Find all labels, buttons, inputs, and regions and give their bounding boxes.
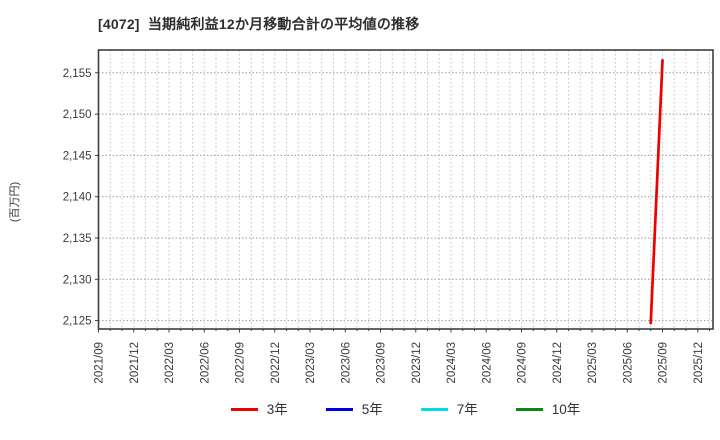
chart-title: [4072] 当期純利益12か月移動合計の平均値の推移 <box>98 16 420 32</box>
legend-swatch <box>230 408 258 412</box>
plot-border <box>97 49 714 330</box>
y-tick-label: 2,155 <box>63 68 92 80</box>
x-tick-label: 2023/03 <box>305 342 317 384</box>
series-line-3年 <box>649 59 664 325</box>
x-tick-label: 2023/09 <box>376 342 388 384</box>
x-tick-label: 2021/12 <box>129 342 141 384</box>
legend-label: 3年 <box>266 402 288 417</box>
x-tick-label: 2024/09 <box>517 342 529 384</box>
x-tick-label: 2023/06 <box>340 342 352 384</box>
legend-swatch <box>515 408 543 412</box>
x-tick-label: 2022/09 <box>235 342 247 384</box>
legend-item: 5年 <box>325 402 383 417</box>
x-tick-label: 2025/03 <box>587 342 599 384</box>
y-tick-label: 2,135 <box>63 233 92 245</box>
x-tick-label: 2025/06 <box>622 342 634 384</box>
y-tick-label: 2,145 <box>63 150 92 162</box>
x-tick-label: 2024/03 <box>446 342 458 384</box>
x-tick-label: 2022/12 <box>270 342 282 384</box>
legend-item: 7年 <box>420 402 478 417</box>
y-tick-label: 2,140 <box>63 192 92 204</box>
x-tick-label: 2024/06 <box>481 342 493 384</box>
legend-item: 10年 <box>515 402 581 417</box>
x-tick-label: 2021/09 <box>94 342 106 384</box>
x-tick-label: 2025/12 <box>693 342 705 384</box>
legend-item: 3年 <box>230 402 288 417</box>
x-tick-label: 2024/12 <box>552 342 564 384</box>
legend-swatch <box>420 408 448 412</box>
x-tick-label: 2023/12 <box>411 342 423 384</box>
legend-label: 5年 <box>361 402 383 417</box>
legend-swatch <box>325 408 353 412</box>
y-tick-label: 2,125 <box>63 316 92 328</box>
y-tick-label: 2,130 <box>63 274 92 286</box>
y-tick-label: 2,150 <box>63 109 92 121</box>
legend: 3年 5年 7年 10年 <box>98 403 713 417</box>
legend-label: 7年 <box>456 402 478 417</box>
x-tick-label: 2022/06 <box>199 342 211 384</box>
x-tick-label: 2022/03 <box>164 342 176 384</box>
x-tick-label: 2025/09 <box>658 342 670 384</box>
legend-label: 10年 <box>551 402 581 417</box>
